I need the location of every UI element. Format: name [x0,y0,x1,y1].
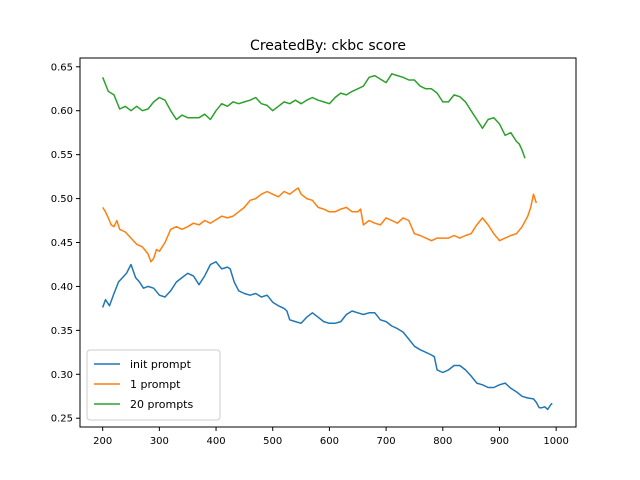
x-tick-label-4: 600 [320,436,339,447]
legend-label-1: 1 prompt [130,378,181,391]
y-tick-label-2: 0.35 [51,326,73,337]
plot-frame [79,57,577,428]
y-tick-label-7: 0.60 [51,106,73,117]
legend-label-2: 20 prompts [130,398,193,411]
series-line-1 [102,187,538,263]
y-axis: 0.25 0.30 0.35 0.40 0.45 0.50 0.55 0.60 0.65 [51,62,80,425]
y-tick-label-8: 0.65 [51,62,73,73]
y-tick-label-0: 0.25 [51,414,73,425]
x-tick-label-6: 800 [433,436,452,447]
series-line-2 [102,73,526,159]
y-tick-label-4: 0.45 [51,238,73,249]
y-tick-label-3: 0.40 [51,282,73,293]
series-line-0 [101,261,553,411]
legend-box [86,349,221,421]
x-tick-label-3: 500 [263,436,282,447]
x-tick-label-7: 900 [490,436,509,447]
x-axis: 200 300 400 500 600 700 800 900 1000 [93,427,569,447]
x-tick-label-8: 1000 [543,436,568,447]
chart-title: CreatedBy: ckbc score [250,38,406,54]
y-tick-label-6: 0.55 [51,150,73,161]
x-tick-label-5: 700 [377,436,396,447]
series-layer [101,73,553,411]
legend-label-0: init prompt [130,358,192,371]
y-tick-label-5: 0.50 [51,194,73,205]
legend: init prompt 1 prompt 20 prompts [86,349,221,421]
x-tick-label-0: 200 [93,436,112,447]
x-tick-label-2: 400 [206,436,225,447]
y-tick-label-1: 0.30 [51,370,73,381]
x-tick-label-1: 300 [150,436,169,447]
